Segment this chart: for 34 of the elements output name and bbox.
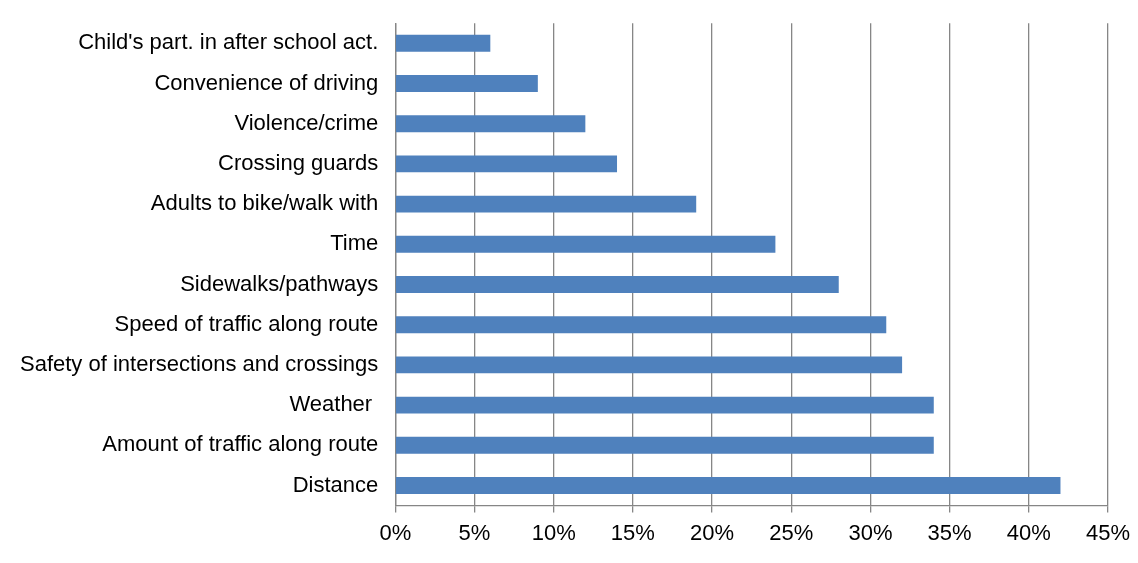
bar [395,356,903,374]
x-tick-label: 40% [1006,519,1051,545]
bar [395,396,934,414]
y-tick-label: Adults to bike/walk with [150,190,379,216]
x-tick-label: 5% [458,519,491,545]
y-tick-label: Amount of traffic along route [102,431,379,457]
x-tick-label: 15% [610,519,655,545]
bar [395,477,1061,494]
y-tick-label: Violence/crime [234,109,379,135]
bar [395,34,491,52]
x-tick-label: 20% [690,519,735,545]
y-tick-label: Weather [289,391,379,417]
x-tick-label: 30% [848,519,893,545]
y-tick-label: Crossing guards [218,149,379,175]
y-tick-label: Convenience of driving [154,69,379,95]
x-tick-label: 35% [927,519,972,545]
bar [395,75,538,92]
y-tick-label: Safety of intersections and crossings [20,350,379,376]
bar [395,155,618,173]
bar [395,115,586,133]
bar [395,235,776,253]
y-tick-label: Time [330,230,379,256]
y-tick-label: Sidewalks/pathways [180,270,379,296]
x-tick-label: 10% [531,519,576,545]
y-tick-label: Child's part. in after school act. [78,29,379,55]
bar [395,195,697,213]
bar [395,276,839,293]
x-tick-label: 45% [1085,519,1131,545]
x-tick-label: 25% [769,519,814,545]
x-tick-label: 0% [379,519,412,545]
bar [395,316,887,334]
bar [395,436,934,454]
y-tick-label: Distance [292,471,379,497]
y-tick-label: Speed of traffic along route [114,310,379,336]
